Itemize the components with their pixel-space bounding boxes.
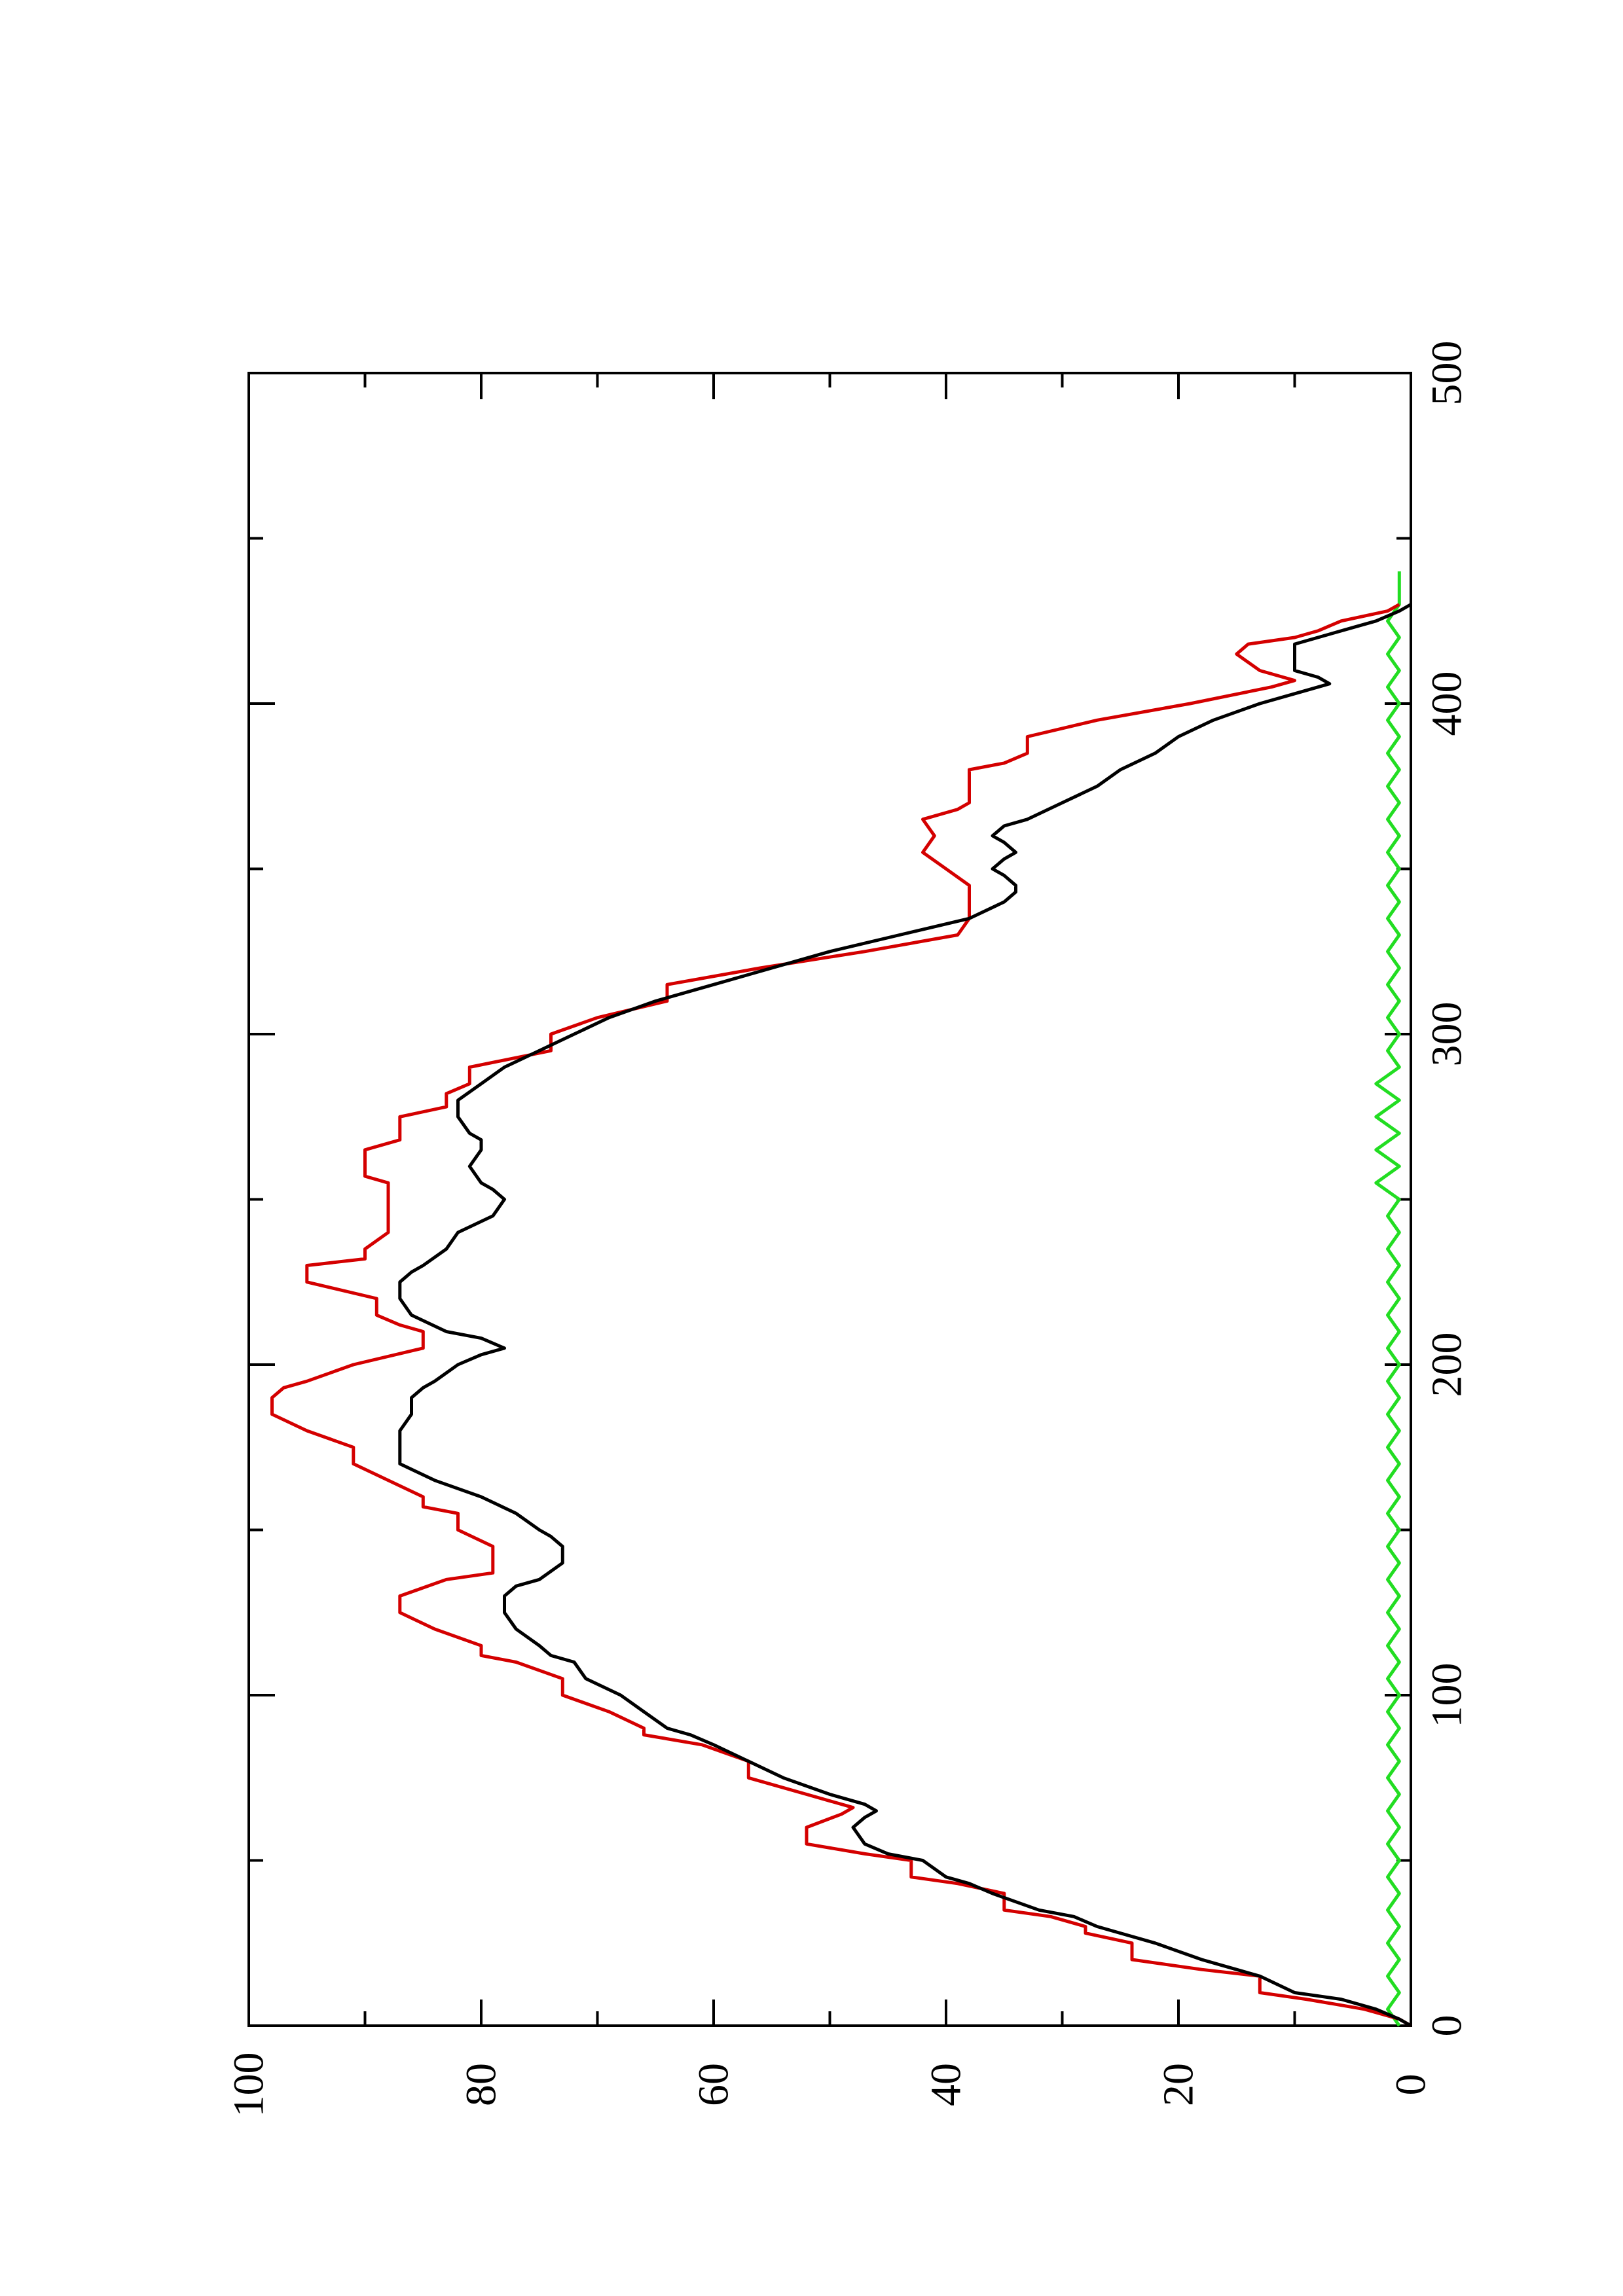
- x-tick-label: 200: [1423, 1333, 1471, 1397]
- x-tick-label: 400: [1423, 672, 1471, 736]
- y-tick-label: 100: [225, 2053, 273, 2117]
- y-tick-label: 60: [690, 2063, 738, 2106]
- series-line-2: [1374, 571, 1401, 2027]
- x-tick-label: 0: [1423, 2015, 1471, 2037]
- y-tick-label: 80: [458, 2063, 505, 2106]
- x-tick-label: 100: [1423, 1663, 1471, 1728]
- y-tick-label: 20: [1155, 2063, 1203, 2106]
- series-line-0: [270, 603, 1412, 2028]
- y-tick-label: 0: [1387, 2074, 1435, 2096]
- x-tick-label: 300: [1423, 1002, 1471, 1067]
- plot-frame: [247, 372, 1412, 2027]
- series-line-1: [398, 603, 1412, 2028]
- x-tick-label: 500: [1423, 341, 1471, 406]
- plot-area: 0 100 200 300 400 500 0 20 40 60 80 100: [225, 341, 1471, 2117]
- y-tick-label: 40: [922, 2063, 970, 2106]
